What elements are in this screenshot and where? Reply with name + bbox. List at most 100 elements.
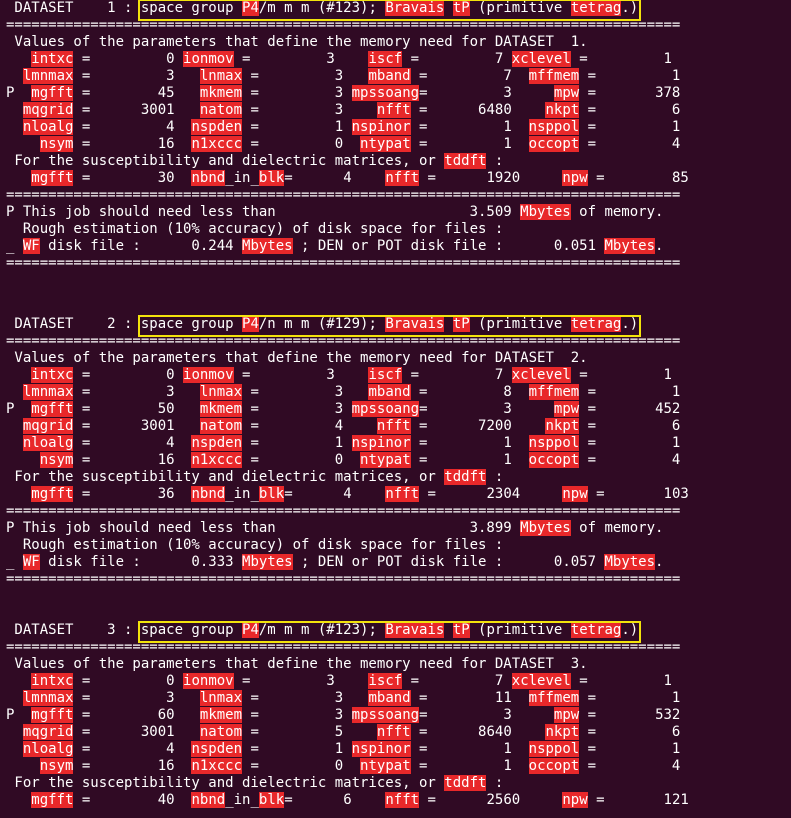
- highlighted-token: nspinor: [351, 119, 411, 135]
- dataset-header: DATASET 1 : space group P4/m m m (#123);…: [6, 0, 638, 17]
- terminal-line: P mgfft = 50 mkmem = 3 mpssoang= 3 mpw =…: [6, 401, 680, 418]
- terminal-text: = 2304: [419, 486, 563, 502]
- terminal-text: space group: [140, 0, 243, 16]
- highlighted-token: ionmov: [183, 367, 234, 383]
- highlighted-token: mgfft: [31, 486, 74, 502]
- terminal-text: = 16: [73, 136, 192, 152]
- terminal-text: = 1: [410, 741, 529, 757]
- space-group-highlight-box: [137, 315, 642, 337]
- terminal-text: [6, 741, 23, 757]
- terminal-line: P This job should need less than 3.899 M…: [6, 520, 663, 537]
- terminal-text: = 4: [242, 418, 377, 434]
- terminal-text: = 4: [284, 170, 386, 186]
- highlighted-token: nspden: [191, 119, 243, 135]
- terminal-text: = 1: [242, 119, 352, 135]
- highlighted-token: Mbytes: [242, 238, 293, 254]
- terminal-text: = 6: [284, 792, 386, 808]
- terminal-text: Values of the parameters that define the…: [6, 350, 588, 366]
- terminal-text: = 60: [73, 707, 200, 723]
- terminal-text: [6, 690, 23, 706]
- highlighted-token: nsppol: [528, 435, 580, 451]
- terminal-text: = 1: [579, 690, 681, 706]
- terminal-text: .): [621, 622, 639, 638]
- highlighted-token: nfft: [385, 170, 420, 186]
- highlighted-token: nsppol: [528, 741, 580, 757]
- terminal-text: = 1: [242, 435, 352, 451]
- highlighted-token: lmnmax: [22, 68, 74, 84]
- terminal-text: = 40: [73, 792, 192, 808]
- terminal-line: For the susceptibility and dielectric ma…: [6, 775, 503, 792]
- terminal-text: = 1: [410, 758, 529, 774]
- highlighted-token: n1xccc: [191, 136, 243, 152]
- highlighted-token: tP: [452, 622, 470, 638]
- terminal-text: = 103: [587, 486, 689, 502]
- highlighted-token: lnmax: [199, 690, 243, 706]
- terminal-text: = 50: [73, 401, 200, 417]
- highlighted-token: natom: [199, 724, 243, 740]
- terminal-line: Values of the parameters that define the…: [6, 350, 588, 367]
- terminal-text: = 1: [570, 51, 672, 67]
- highlighted-token: lmnmax: [22, 384, 74, 400]
- terminal-text: [6, 51, 31, 67]
- highlighted-token: mkmem: [199, 707, 243, 723]
- terminal-line: mqgrid = 3001 natom = 3 nfft = 6480 nkpt…: [6, 102, 680, 119]
- terminal-text: ========================================…: [6, 255, 681, 271]
- highlighted-token: nloalg: [22, 119, 74, 135]
- terminal-text: _in_: [225, 486, 259, 502]
- terminal-line: intxc = 0 ionmov = 3 iscf = 7 xclevel = …: [6, 51, 672, 68]
- highlighted-token: mpssoang: [351, 85, 420, 101]
- highlighted-token: mband: [368, 384, 411, 400]
- terminal-text: [6, 673, 31, 689]
- terminal-text: = 8: [410, 384, 529, 400]
- highlighted-token: natom: [199, 418, 243, 434]
- terminal-text: [6, 418, 23, 434]
- terminal-text: = 1: [579, 741, 681, 757]
- highlighted-token: ionmov: [183, 673, 234, 689]
- terminal-text: DATASET 1 :: [6, 0, 141, 16]
- terminal-line: intxc = 0 ionmov = 3 iscf = 7 xclevel = …: [6, 367, 672, 384]
- terminal-text: = 3001: [73, 102, 200, 118]
- terminal-text: [6, 68, 23, 84]
- terminal-text: = 7: [402, 367, 512, 383]
- highlighted-token: n1xccc: [191, 758, 243, 774]
- highlighted-token: blk: [258, 486, 285, 502]
- highlighted-token: intxc: [31, 367, 74, 383]
- terminal-text: = 0: [242, 758, 361, 774]
- terminal-text: = 1: [579, 119, 681, 135]
- terminal-text: [6, 170, 31, 186]
- highlighted-token: nspden: [191, 435, 243, 451]
- highlighted-token: P4: [242, 0, 259, 16]
- terminal-text: = 4: [579, 136, 681, 152]
- terminal-text: /m m m (#123);: [258, 622, 386, 638]
- highlighted-token: mffmem: [528, 384, 580, 400]
- terminal-text: = 3: [242, 401, 352, 417]
- terminal-line: For the susceptibility and dielectric ma…: [6, 153, 503, 170]
- terminal-text: = 3: [419, 85, 554, 101]
- terminal-text: .: [655, 554, 664, 570]
- terminal-text: = 4: [579, 758, 681, 774]
- terminal-text: [6, 724, 23, 740]
- terminal-text: = 3001: [73, 418, 200, 434]
- highlighted-token: Mbytes: [242, 554, 293, 570]
- terminal-text: = 4: [579, 452, 681, 468]
- highlighted-token: Bravais: [385, 316, 445, 332]
- highlighted-token: mkmem: [199, 401, 243, 417]
- terminal-text: = 7200: [410, 418, 546, 434]
- highlighted-token: nspinor: [351, 435, 411, 451]
- terminal-line: nloalg = 4 nspden = 1 nspinor = 1 nsppol…: [6, 119, 680, 136]
- highlighted-token: nsym: [39, 136, 74, 152]
- highlighted-token: tetrag: [570, 0, 622, 16]
- terminal-line: nsym = 16 n1xccc = 0 ntypat = 1 occopt =…: [6, 452, 680, 469]
- highlighted-token: nfft: [376, 724, 411, 740]
- terminal-text: = 121: [587, 792, 689, 808]
- terminal-text: = 1: [242, 741, 352, 757]
- terminal-text: = 16: [73, 452, 192, 468]
- terminal-text: [6, 435, 23, 451]
- terminal-text: /n m m (#129);: [258, 316, 386, 332]
- highlighted-token: lnmax: [199, 68, 243, 84]
- highlighted-token: Bravais: [385, 0, 445, 16]
- highlighted-token: Mbytes: [520, 520, 571, 536]
- highlighted-token: ntypat: [360, 452, 411, 468]
- terminal-line: mqgrid = 3001 natom = 4 nfft = 7200 nkpt…: [6, 418, 680, 435]
- terminal-text: = 1: [410, 136, 529, 152]
